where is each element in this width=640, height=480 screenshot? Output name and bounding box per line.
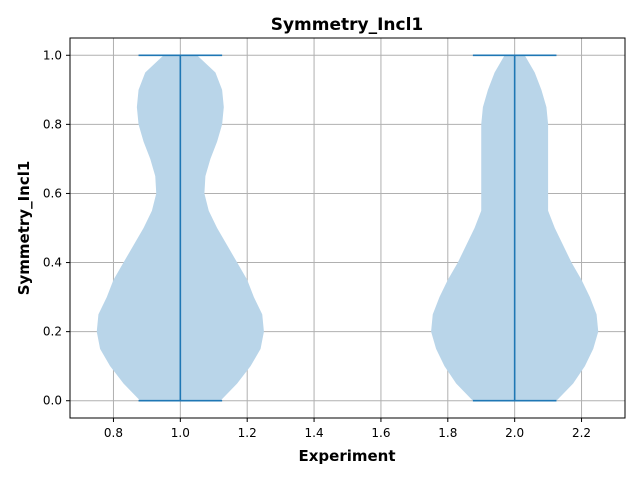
x-tick-label: 1.2: [238, 426, 257, 440]
x-tick-label: 1.6: [371, 426, 390, 440]
y-tick-label: 0.6: [43, 186, 62, 200]
violins: [96, 54, 599, 402]
y-axis-ticks: 0.0 0.2 0.4 0.6 0.8 1.0: [43, 48, 70, 408]
y-tick-label: 0.8: [43, 117, 62, 131]
y-axis-label: Symmetry_Incl1: [15, 161, 33, 296]
y-tick-label: 1.0: [43, 48, 62, 62]
x-tick-label: 1.8: [438, 426, 457, 440]
y-tick-label: 0.4: [43, 256, 62, 270]
x-tick-label: 1.0: [171, 426, 190, 440]
chart-title: Symmetry_Incl1: [271, 15, 424, 35]
x-tick-label: 2.2: [572, 426, 591, 440]
x-axis-ticks: 0.8 1.0 1.2 1.4 1.6 1.8 2.0 2.2: [104, 418, 591, 440]
plot-frame: [69, 37, 626, 419]
y-tick-label: 0.2: [43, 325, 62, 339]
x-tick-label: 0.8: [104, 426, 123, 440]
y-tick-label: 0.0: [43, 394, 62, 408]
x-axis-label: Experiment: [298, 447, 395, 465]
x-tick-label: 2.0: [505, 426, 524, 440]
x-tick-label: 1.4: [305, 426, 324, 440]
